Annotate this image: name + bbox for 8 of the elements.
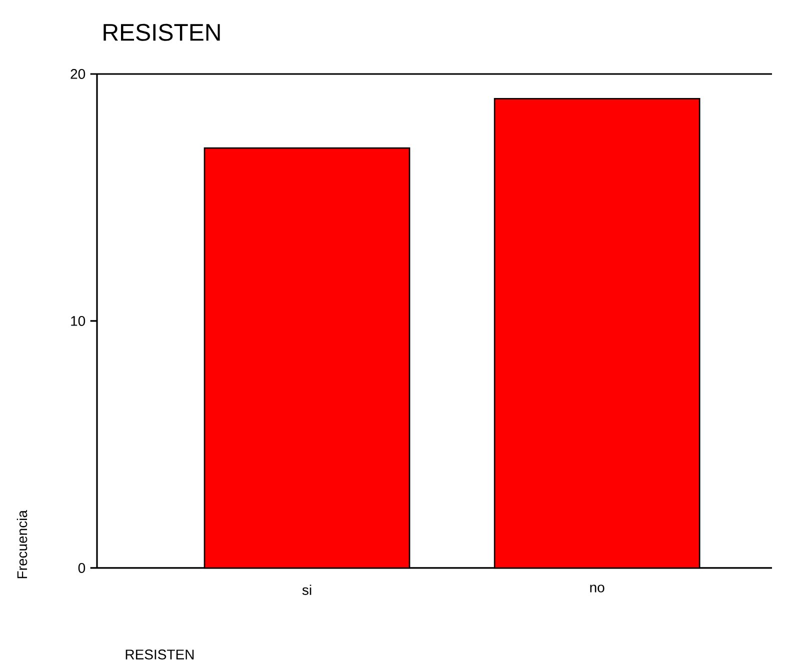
x-axis-title: RESISTEN [126, 650, 194, 660]
y-tick-label: 20 [70, 69, 86, 79]
chart-title: RESISTEN [104, 24, 220, 41]
y-tick-label: 0 [78, 563, 86, 573]
y-axis-title: Frecuencia [16, 510, 28, 578]
x-tick-label: no [590, 584, 604, 592]
x-tick-label: si [302, 584, 312, 595]
y-tick-label: 10 [71, 316, 86, 326]
